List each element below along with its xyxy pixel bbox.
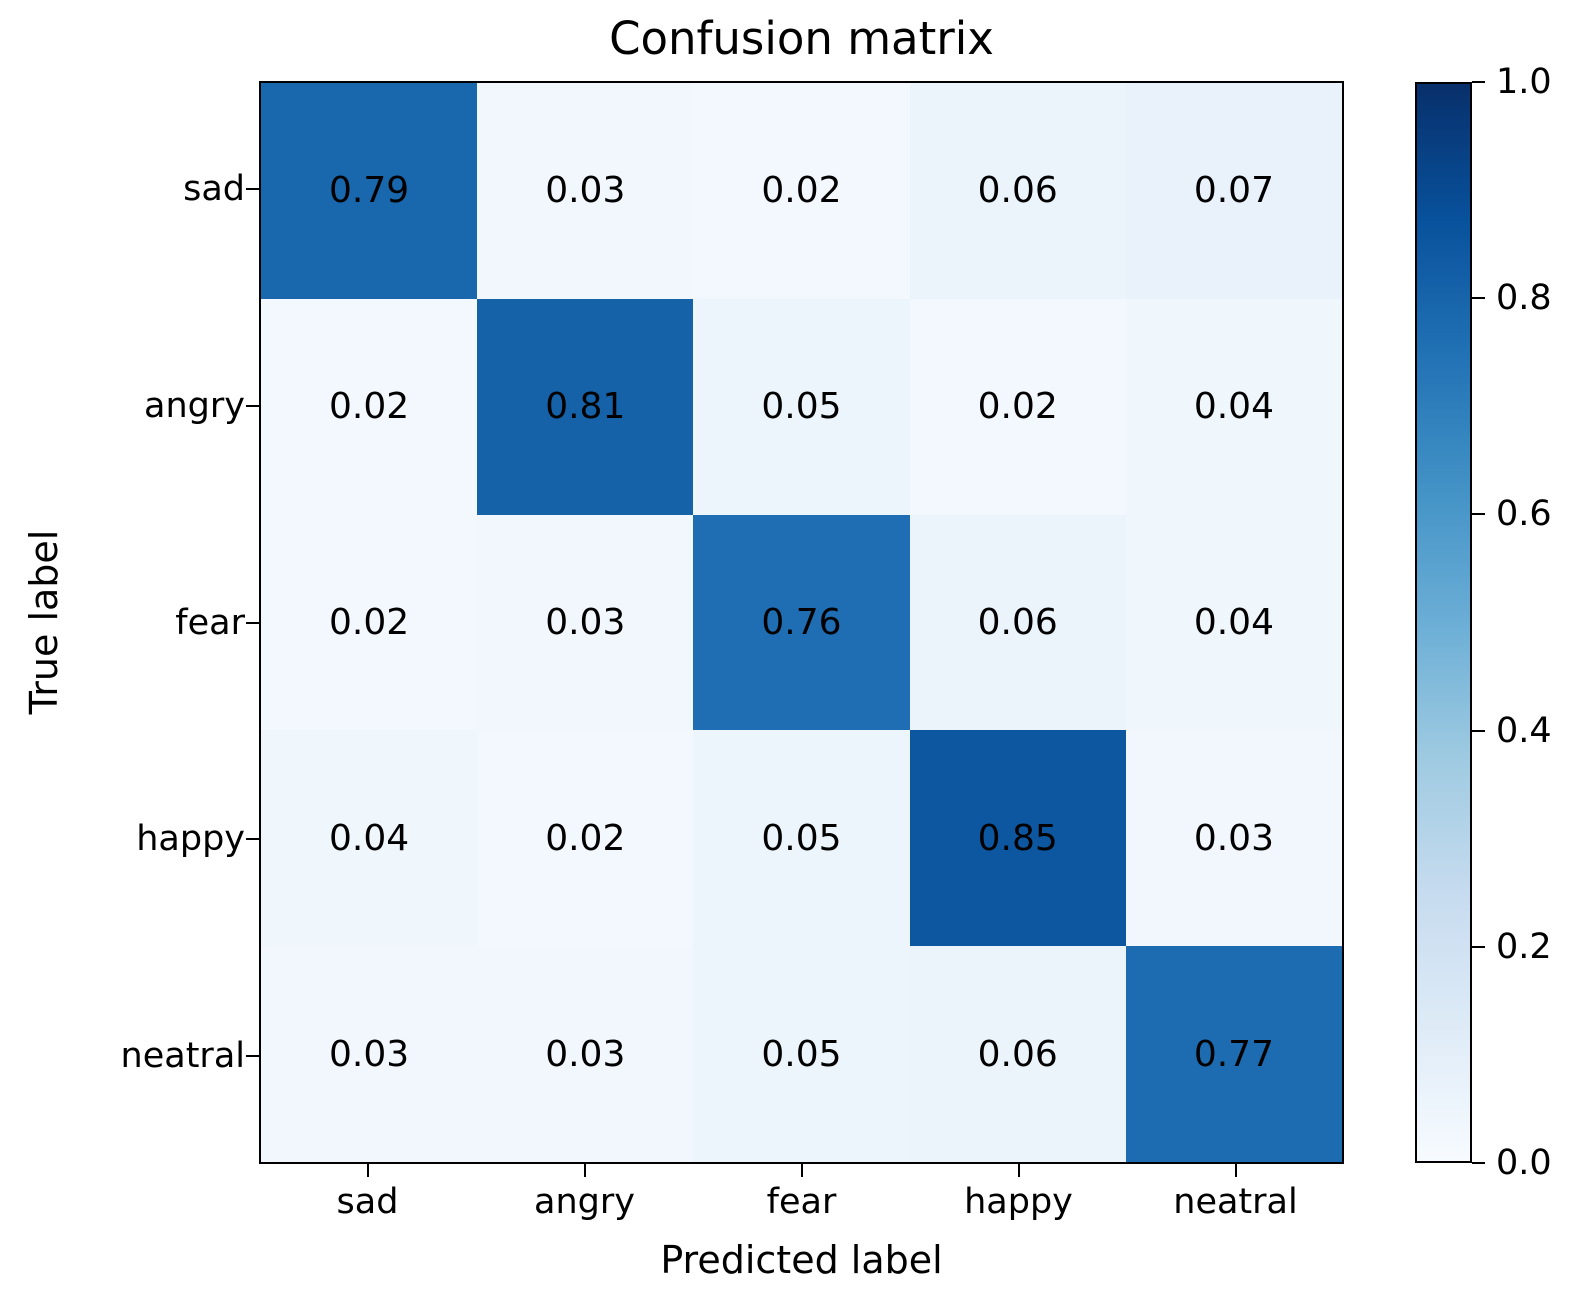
matrix-cell-neatral-fear: 0.05	[693, 946, 910, 1162]
colorbar-tick-label-0.6: 0.6	[1496, 494, 1552, 535]
x-tick-mark	[1017, 1164, 1020, 1177]
y-tick-label-angry: angry	[144, 385, 245, 426]
colorbar-tick-label-0.0: 0.0	[1496, 1143, 1552, 1183]
y-tick-mark	[246, 188, 259, 191]
matrix-cell-happy-fear: 0.05	[693, 730, 910, 947]
matrix-cell-sad-happy: 0.06	[909, 83, 1126, 299]
colorbar-tick-label-1.0: 1.0	[1496, 62, 1552, 102]
x-tick-label-angry: angry	[534, 1182, 635, 1222]
chart-title: Confusion matrix	[609, 12, 994, 65]
y-tick-label-neatral: neatral	[120, 1035, 245, 1076]
matrix-cell-neatral-sad: 0.03	[261, 946, 478, 1162]
x-tick-mark	[800, 1164, 803, 1177]
matrix-cell-angry-fear: 0.05	[693, 298, 910, 515]
x-tick-mark	[366, 1164, 369, 1177]
x-tick-mark	[583, 1164, 586, 1177]
colorbar-tick-label-0.2: 0.2	[1496, 926, 1552, 967]
colorbar-tick-label-0.8: 0.8	[1496, 278, 1552, 319]
matrix-cell-neatral-neatral: 0.77	[1125, 946, 1342, 1162]
colorbar-tick-mark	[1472, 1162, 1485, 1164]
matrix-cell-fear-sad: 0.02	[261, 514, 478, 731]
matrix-cell-angry-neatral: 0.04	[1125, 298, 1342, 515]
matrix-cell-happy-happy: 0.85	[909, 730, 1126, 947]
y-tick-label-fear: fear	[175, 602, 245, 643]
matrix-cell-fear-fear: 0.76	[693, 514, 910, 731]
y-tick-label-happy: happy	[136, 819, 245, 860]
matrix-cell-sad-sad: 0.79	[261, 83, 478, 299]
matrix-cell-angry-angry: 0.81	[477, 298, 694, 515]
matrix-cell-sad-neatral: 0.07	[1125, 83, 1342, 299]
y-tick-mark	[246, 1054, 259, 1057]
x-tick-label-sad: sad	[336, 1182, 399, 1222]
matrix-cell-neatral-angry: 0.03	[477, 946, 694, 1162]
y-tick-mark	[246, 404, 259, 407]
colorbar-tick-mark	[1472, 729, 1485, 732]
colorbar-tick-mark	[1472, 81, 1485, 83]
matrix-cell-sad-fear: 0.02	[693, 83, 910, 299]
y-tick-label-sad: sad	[183, 169, 245, 210]
colorbar-tick-label-0.4: 0.4	[1496, 710, 1552, 751]
y-axis-title: True label	[22, 529, 66, 715]
colorbar-tick-mark	[1472, 297, 1485, 300]
matrix-cell-happy-sad: 0.04	[261, 730, 478, 947]
matrix-cell-fear-angry: 0.03	[477, 514, 694, 731]
matrix-cell-fear-happy: 0.06	[909, 514, 1126, 731]
x-tick-label-fear: fear	[766, 1182, 837, 1222]
matrix-cell-happy-angry: 0.02	[477, 730, 694, 947]
matrix-cell-happy-neatral: 0.03	[1125, 730, 1342, 947]
y-tick-mark	[246, 621, 259, 624]
x-tick-label-neatral: neatral	[1173, 1182, 1298, 1222]
matrix-cell-sad-angry: 0.03	[477, 83, 694, 299]
heatmap-axes: 0.79 0.03 0.02 0.06 0.07 0.02 0.81 0.05 0.02 0.04…	[259, 81, 1344, 1164]
x-axis-title: Predicted label	[660, 1238, 943, 1282]
matrix-cell-angry-happy: 0.02	[909, 298, 1126, 515]
colorbar-tick-mark	[1472, 945, 1485, 948]
x-tick-mark	[1234, 1164, 1237, 1177]
matrix-cell-angry-sad: 0.02	[261, 298, 478, 515]
colorbar	[1415, 82, 1472, 1163]
colorbar-tick-mark	[1472, 513, 1485, 516]
matrix-cell-neatral-happy: 0.06	[909, 946, 1126, 1162]
y-tick-mark	[246, 838, 259, 841]
x-tick-label-happy: happy	[964, 1182, 1073, 1222]
matrix-cell-fear-neatral: 0.04	[1125, 514, 1342, 731]
